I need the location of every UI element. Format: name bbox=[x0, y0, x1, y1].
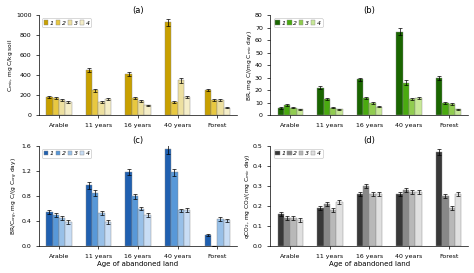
Legend: 1, 2, 3, 4: 1, 2, 3, 4 bbox=[273, 19, 323, 28]
Bar bbox=[369, 194, 376, 246]
X-axis label: Age of abandoned land: Age of abandoned land bbox=[98, 262, 179, 268]
Bar bbox=[145, 105, 151, 115]
Y-axis label: C$_{mic}$, mg C/kg soil: C$_{mic}$, mg C/kg soil bbox=[6, 39, 15, 92]
Bar bbox=[396, 194, 403, 246]
Bar bbox=[217, 100, 224, 115]
Y-axis label: BR/C$_{org}$, mg C/(g C$_{org}$ day): BR/C$_{org}$, mg C/(g C$_{org}$ day) bbox=[10, 157, 20, 235]
Title: (a): (a) bbox=[132, 5, 144, 14]
Bar bbox=[126, 172, 132, 246]
Bar bbox=[449, 104, 455, 115]
Bar bbox=[92, 193, 99, 246]
Bar bbox=[184, 210, 191, 246]
Bar bbox=[409, 192, 415, 246]
Bar bbox=[46, 212, 53, 246]
Bar bbox=[65, 222, 72, 246]
Bar bbox=[99, 102, 105, 115]
Bar bbox=[178, 80, 184, 115]
Bar bbox=[217, 219, 224, 246]
Bar bbox=[138, 209, 145, 246]
Bar bbox=[224, 108, 230, 115]
Legend: 1, 2, 3, 4: 1, 2, 3, 4 bbox=[42, 19, 91, 28]
Bar bbox=[336, 202, 343, 246]
Bar bbox=[46, 97, 53, 115]
Bar bbox=[376, 194, 382, 246]
Bar bbox=[145, 215, 151, 246]
Bar bbox=[317, 88, 324, 115]
Bar bbox=[455, 194, 461, 246]
Bar bbox=[211, 100, 217, 115]
Bar bbox=[442, 103, 449, 115]
Bar bbox=[369, 103, 376, 115]
Bar bbox=[415, 98, 422, 115]
Bar bbox=[290, 108, 297, 115]
Bar bbox=[205, 90, 211, 115]
Bar bbox=[284, 218, 290, 246]
Bar bbox=[284, 105, 290, 115]
Bar bbox=[165, 149, 171, 246]
Bar bbox=[278, 108, 284, 115]
Bar bbox=[224, 220, 230, 246]
Legend: 1, 2, 3, 4: 1, 2, 3, 4 bbox=[273, 149, 323, 158]
Bar bbox=[132, 196, 138, 246]
Bar bbox=[99, 213, 105, 246]
Bar bbox=[138, 101, 145, 115]
Bar bbox=[184, 97, 191, 115]
Bar bbox=[336, 109, 343, 115]
Bar bbox=[165, 22, 171, 115]
Bar bbox=[86, 70, 92, 115]
Bar bbox=[357, 194, 363, 246]
Bar bbox=[297, 220, 303, 246]
Title: (b): (b) bbox=[364, 5, 375, 14]
Bar bbox=[105, 222, 111, 246]
Bar bbox=[178, 210, 184, 246]
Bar bbox=[330, 210, 336, 246]
Bar bbox=[105, 99, 111, 115]
Bar bbox=[415, 192, 422, 246]
Legend: 1, 2, 3, 4: 1, 2, 3, 4 bbox=[42, 149, 91, 158]
Bar bbox=[126, 74, 132, 115]
Bar bbox=[65, 102, 72, 115]
Bar bbox=[436, 152, 442, 246]
Bar bbox=[297, 109, 303, 115]
Title: (d): (d) bbox=[364, 136, 375, 145]
Bar bbox=[317, 208, 324, 246]
Title: (c): (c) bbox=[133, 136, 144, 145]
Y-axis label: BR, mg C/(mg C$_{mic}$ day): BR, mg C/(mg C$_{mic}$ day) bbox=[245, 30, 254, 101]
Bar bbox=[205, 235, 211, 246]
Y-axis label: qCO$_2$, mg CO$_2$/(mg C$_{mic}$ day): qCO$_2$, mg CO$_2$/(mg C$_{mic}$ day) bbox=[243, 153, 252, 239]
Bar bbox=[442, 196, 449, 246]
Bar bbox=[324, 99, 330, 115]
Bar bbox=[436, 78, 442, 115]
Bar bbox=[449, 208, 455, 246]
Bar bbox=[363, 98, 369, 115]
Bar bbox=[409, 99, 415, 115]
Bar bbox=[171, 172, 178, 246]
Bar bbox=[330, 108, 336, 115]
Bar bbox=[53, 215, 59, 246]
Bar bbox=[59, 100, 65, 115]
Bar bbox=[278, 214, 284, 246]
Bar bbox=[363, 186, 369, 246]
X-axis label: Age of abandoned land: Age of abandoned land bbox=[329, 262, 410, 268]
Bar bbox=[92, 90, 99, 115]
Bar bbox=[376, 106, 382, 115]
Bar bbox=[290, 218, 297, 246]
Bar bbox=[132, 98, 138, 115]
Bar bbox=[59, 218, 65, 246]
Bar bbox=[53, 98, 59, 115]
Bar bbox=[357, 79, 363, 115]
Bar bbox=[403, 83, 409, 115]
Bar bbox=[324, 204, 330, 246]
Bar bbox=[455, 109, 461, 115]
Bar bbox=[396, 32, 403, 115]
Bar bbox=[86, 185, 92, 246]
Bar bbox=[171, 102, 178, 115]
Bar bbox=[403, 190, 409, 246]
